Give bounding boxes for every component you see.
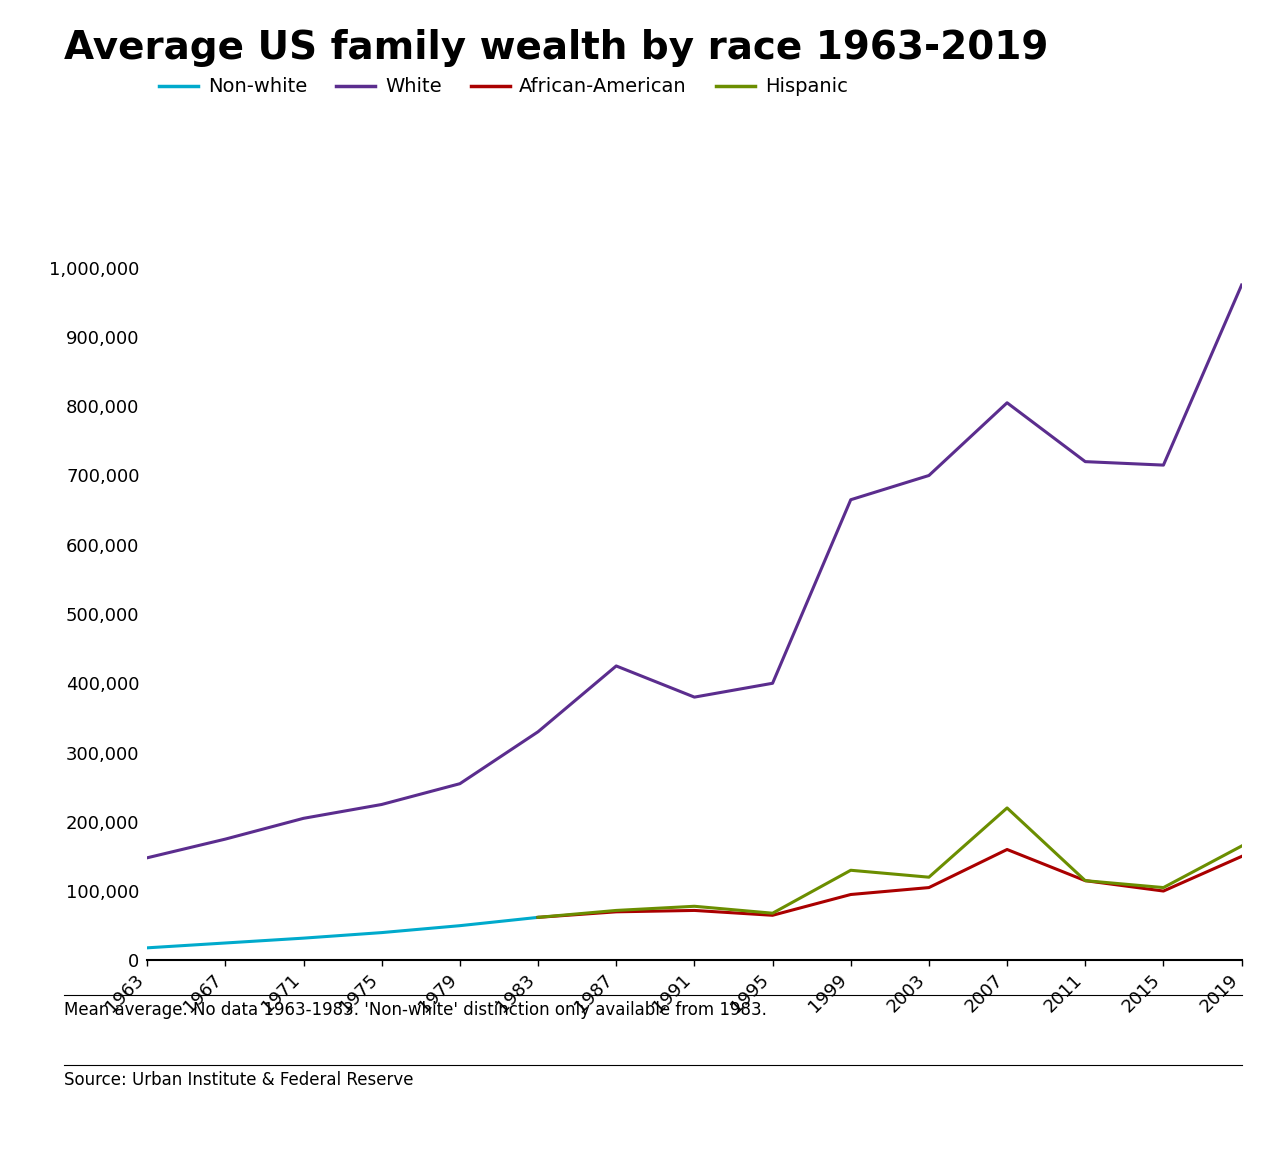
Text: Source: Urban Institute & Federal Reserve: Source: Urban Institute & Federal Reserv… <box>64 1071 413 1088</box>
Text: Mean average. No data 1963-1983. 'Non-white' distinction only available from 198: Mean average. No data 1963-1983. 'Non-wh… <box>64 1001 767 1018</box>
Legend: Non-white, White, African-American, Hispanic: Non-white, White, African-American, Hisp… <box>151 70 855 105</box>
Text: BBC: BBC <box>1144 1103 1192 1124</box>
Text: Average US family wealth by race 1963-2019: Average US family wealth by race 1963-20… <box>64 29 1048 68</box>
